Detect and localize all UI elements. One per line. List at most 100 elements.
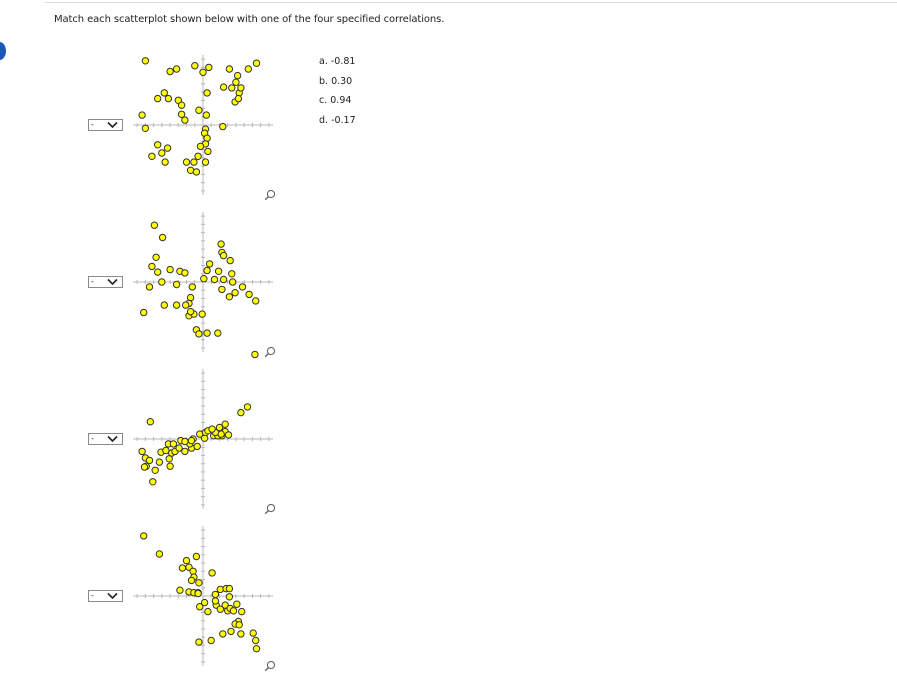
answer-select-2[interactable]: -: [88, 276, 123, 288]
scatter-point: [166, 67, 174, 76]
scatter-point: [148, 152, 156, 161]
scatter-point: [172, 301, 181, 309]
scatter-point: [146, 418, 155, 426]
option-a: a. -0.81: [319, 56, 356, 67]
scatter-point: [216, 605, 225, 613]
scatter-point: [162, 446, 170, 455]
option-d: d. -0.17: [319, 114, 356, 126]
option-b: b. 0.30: [319, 75, 353, 87]
scatter-point: [229, 607, 238, 615]
scatter-point: [234, 94, 243, 103]
scatter-point: [211, 597, 220, 605]
magnifier-icon[interactable]: [264, 346, 276, 358]
answer-select-1[interactable]: -: [88, 119, 123, 131]
scatter-point: [228, 278, 237, 286]
scatter-point: [160, 89, 169, 97]
scatter-point: [186, 307, 195, 316]
scatter-point: [203, 329, 211, 337]
scatter-point: [181, 447, 189, 456]
scatterplot-1: [133, 55, 273, 195]
scatter-point: [141, 57, 150, 65]
scatter-point: [182, 301, 190, 309]
scatter-point: [161, 158, 169, 166]
chevron-down-icon: [107, 592, 118, 600]
scatter-point: [211, 590, 220, 599]
scatter-point: [188, 283, 197, 291]
scatter-point: [238, 607, 246, 616]
chevron-down-icon: [107, 435, 118, 443]
answer-select-4[interactable]: -: [88, 590, 123, 602]
scatter-point: [225, 293, 234, 301]
scatter-point: [178, 564, 187, 572]
scatter-point: [181, 116, 189, 124]
scatter-point: [225, 584, 234, 593]
scatter-point: [164, 94, 173, 103]
scatterplot-2: [133, 212, 273, 359]
scatter-point: [194, 589, 202, 598]
scatterplot-3: [133, 369, 273, 509]
magnifier-icon[interactable]: [264, 660, 276, 672]
scatter-point: [154, 94, 162, 103]
scatter-point: [158, 149, 166, 157]
scatter-point: [207, 636, 215, 645]
scatter-point: [201, 158, 210, 166]
select-value: -: [91, 277, 94, 286]
scatterplot-4: [133, 526, 273, 666]
scatter-point: [219, 630, 227, 638]
scatter-point: [145, 456, 154, 465]
scatter-point: [176, 586, 184, 594]
scatter-point: [192, 552, 201, 561]
scatter-point: [215, 423, 224, 432]
magnifier-icon[interactable]: [264, 503, 276, 515]
scatter-point: [200, 275, 208, 283]
scatter-point: [208, 425, 216, 433]
scatter-point: [195, 330, 203, 338]
scatter-point: [232, 78, 240, 86]
scatter-point: [235, 621, 243, 629]
scatter-point: [244, 65, 253, 73]
scatter-point: [169, 440, 178, 448]
scatter-point: [218, 285, 226, 294]
scatter-point: [224, 431, 233, 439]
scatter-point: [203, 266, 211, 275]
scatter-point: [181, 437, 189, 446]
scatter-point: [204, 147, 212, 156]
scatter-point: [138, 447, 146, 456]
scatter-point: [195, 106, 203, 114]
top-divider: [44, 2, 897, 3]
scatter-point: [237, 408, 245, 417]
scatter-point: [148, 262, 156, 271]
scatter-point: [202, 111, 211, 119]
scatter-point: [205, 260, 214, 268]
magnifier-icon[interactable]: [264, 189, 276, 201]
scatter-point: [199, 68, 207, 77]
scatter-point: [140, 532, 148, 540]
active-question-marker: [0, 42, 6, 60]
scatter-point: [140, 308, 148, 317]
scatter-point: [227, 627, 235, 636]
scatter-point: [251, 350, 259, 359]
answer-select-3[interactable]: -: [88, 433, 123, 445]
scatter-point: [252, 297, 260, 305]
scatter-point: [155, 550, 164, 558]
scatter-point: [225, 65, 234, 73]
scatter-point: [187, 576, 196, 585]
chevron-down-icon: [107, 121, 118, 129]
scatter-point: [160, 301, 169, 309]
scatter-point: [150, 221, 159, 229]
scatter-point: [166, 265, 174, 274]
select-value: -: [91, 120, 94, 129]
scatter-point: [196, 603, 204, 611]
scatter-point: [252, 636, 260, 645]
scatter-point: [237, 84, 245, 92]
scatter-point: [210, 275, 219, 284]
scatter-point: [214, 267, 223, 275]
scatter-point: [228, 84, 236, 92]
scatter-point: [252, 59, 261, 67]
scatter-point: [145, 283, 154, 291]
scatter-point: [219, 83, 228, 91]
scatter-point: [219, 275, 228, 284]
scatter-point: [166, 462, 174, 470]
scatter-point: [198, 310, 206, 318]
